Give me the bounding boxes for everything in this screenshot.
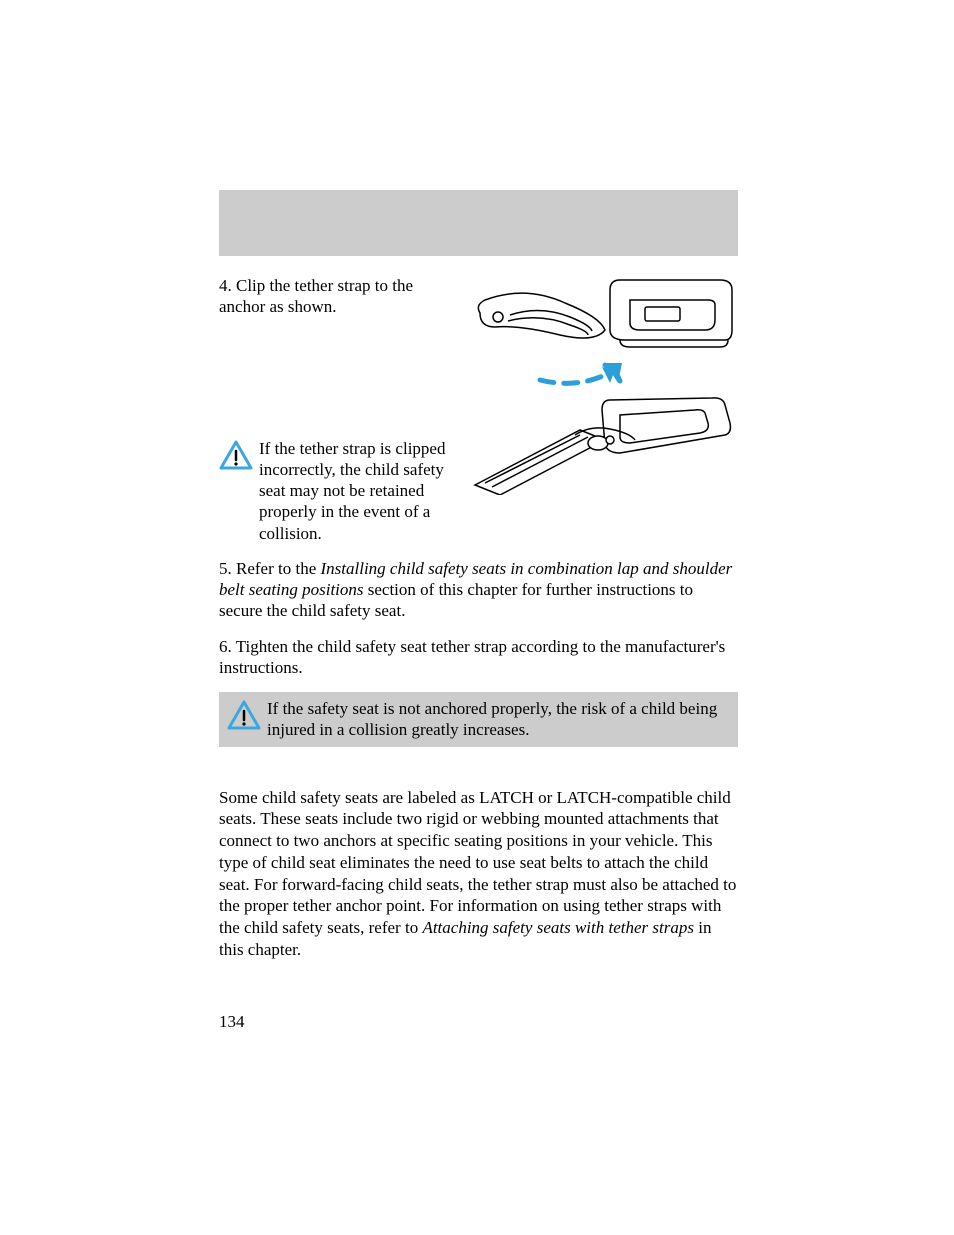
step-5-text: 5. Refer to the Installing child safety … xyxy=(219,558,738,622)
warning-1-block: If the tether strap is clipped incorrect… xyxy=(219,438,472,544)
latch-italic-ref: Attaching safety seats with tether strap… xyxy=(422,918,694,937)
warning-2-text: If the safety seat is not anchored prope… xyxy=(267,698,730,741)
latch-intro: Some child safety seats are labeled as L… xyxy=(219,788,736,938)
section-header-bar xyxy=(219,190,738,256)
warning-triangle-icon xyxy=(219,440,253,470)
step-4-text: 4. Clip the tether strap to the anchor a… xyxy=(219,275,461,318)
warning-1-text: If the tether strap is clipped incorrect… xyxy=(259,438,472,544)
step5-lead: 5. Refer to the xyxy=(219,559,321,578)
warning-triangle-icon xyxy=(227,700,261,730)
step-6-text: 6. Tighten the child safety seat tether … xyxy=(219,636,738,679)
warning-2-box: If the safety seat is not anchored prope… xyxy=(219,692,738,747)
page-content: 4. Clip the tether strap to the anchor a… xyxy=(219,275,738,961)
latch-paragraph: Some child safety seats are labeled as L… xyxy=(219,787,738,961)
manual-page: 4. Clip the tether strap to the anchor a… xyxy=(0,0,954,1235)
page-number: 134 xyxy=(219,1012,245,1032)
